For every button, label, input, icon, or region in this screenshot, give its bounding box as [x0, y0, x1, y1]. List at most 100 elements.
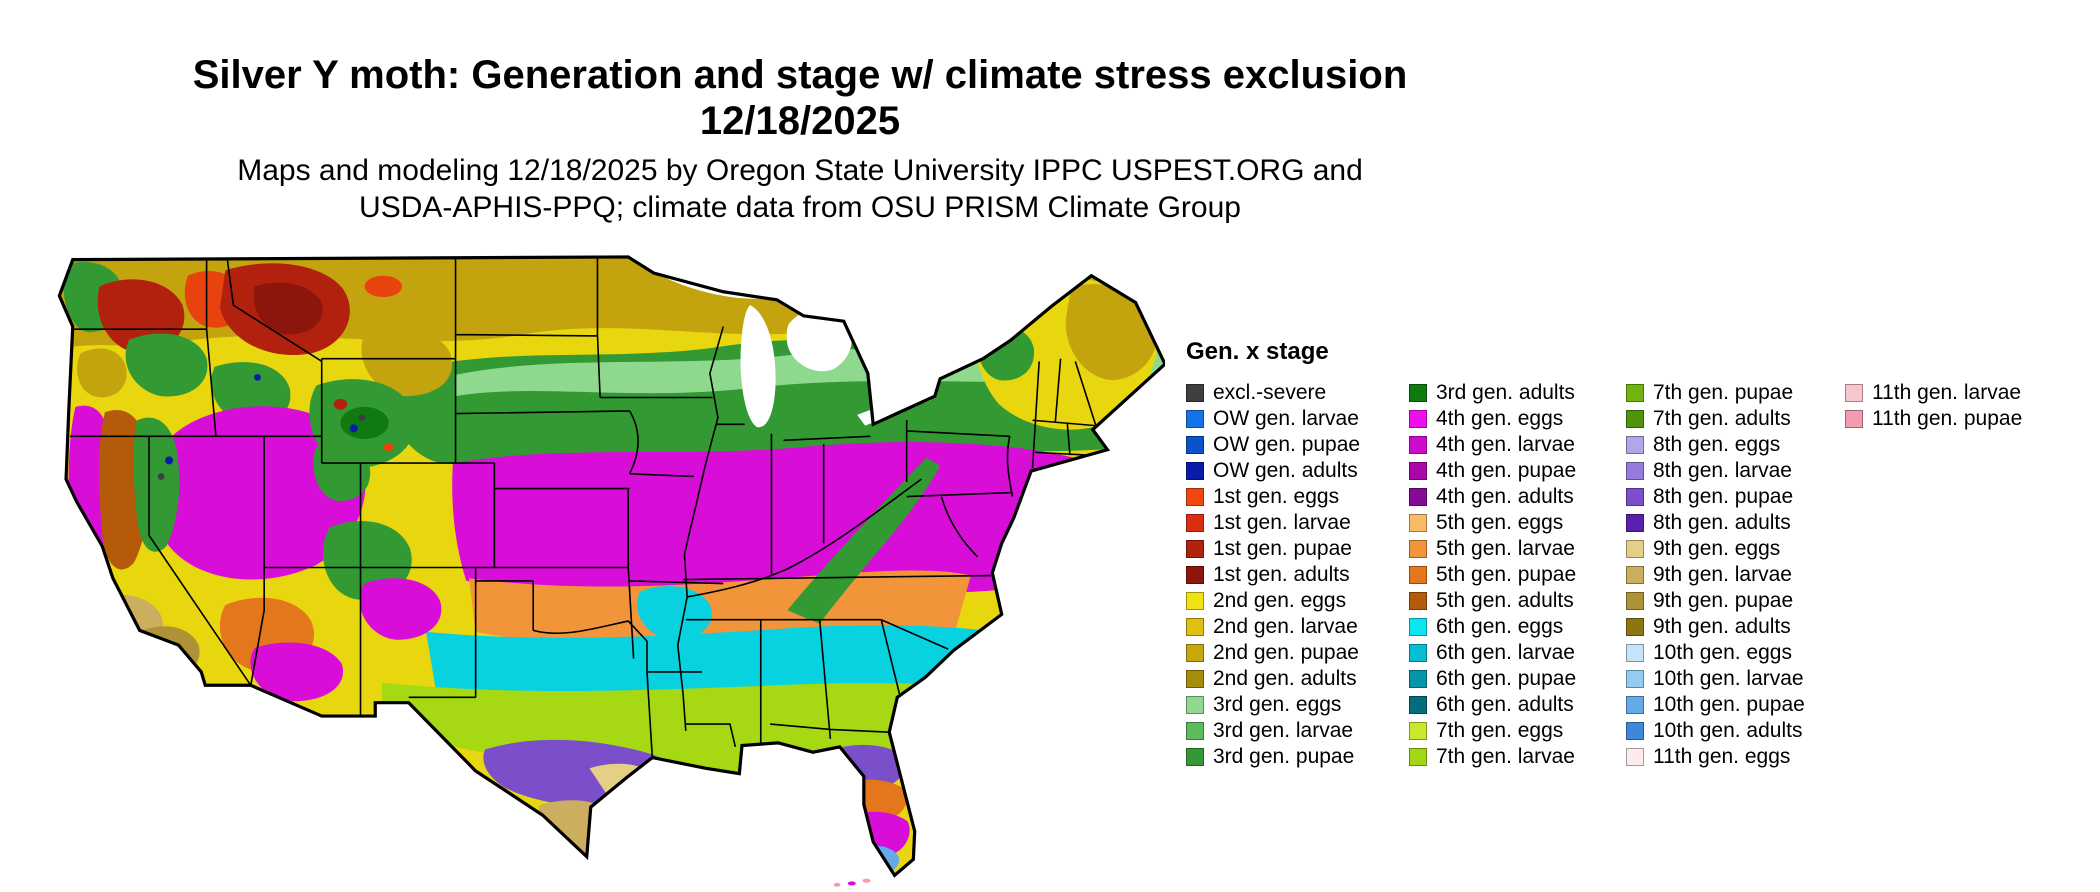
- legend-item: 1st gen. pupae: [1186, 536, 1409, 562]
- legend-item-label: 8th gen. larvae: [1653, 459, 1792, 482]
- region-wyoming-gold: [361, 329, 453, 397]
- region-channel-island-dot2: [108, 645, 117, 651]
- legend-swatch: [1186, 670, 1204, 688]
- legend-item-label: 1st gen. eggs: [1213, 485, 1340, 508]
- legend-swatch: [1626, 592, 1644, 610]
- legend-item-label: 2nd gen. eggs: [1213, 589, 1347, 612]
- legend-item-label: 6th gen. eggs: [1436, 615, 1564, 638]
- legend-swatch: [1409, 566, 1427, 584]
- legend-item: 1st gen. larvae: [1186, 510, 1409, 536]
- us-map-svg: [57, 255, 1165, 887]
- legend-item: 4th gen. larvae: [1409, 432, 1626, 458]
- legend-item-label: 5th gen. eggs: [1436, 511, 1564, 534]
- legend-item: 8th gen. pupae: [1626, 484, 1845, 510]
- legend-item: 3rd gen. adults: [1409, 380, 1626, 406]
- legend-swatch: [1626, 410, 1644, 428]
- legend-swatch: [1626, 514, 1644, 532]
- legend-swatch: [1409, 722, 1427, 740]
- legend-item: 1st gen. eggs: [1186, 484, 1409, 510]
- legend-column: 11th gen. larvae 11th gen. pupae: [1845, 380, 2022, 770]
- legend-item-label: 3rd gen. eggs: [1213, 693, 1342, 716]
- legend-columns: excl.-severe OW gen. larvae OW gen. pupae O…: [1186, 380, 2022, 770]
- region-oregon-green: [125, 333, 208, 397]
- legend-swatch: [1409, 696, 1427, 714]
- florida-keys-dot: [862, 878, 871, 883]
- legend-swatch: [1186, 436, 1204, 454]
- legend-item: 9th gen. adults: [1626, 614, 1845, 640]
- region-excl-gray-speck: [358, 414, 366, 421]
- legend-swatch: [1626, 540, 1644, 558]
- legend-swatch: [1186, 722, 1204, 740]
- lake-michigan: [740, 305, 776, 428]
- legend-item: OW gen. larvae: [1186, 406, 1409, 432]
- legend-item: 10th gen. larvae: [1626, 666, 1845, 692]
- legend-item-label: 6th gen. adults: [1436, 693, 1574, 716]
- legend-swatch: [1626, 488, 1644, 506]
- legend-item: 6th gen. adults: [1409, 692, 1626, 718]
- legend-swatch: [1186, 462, 1204, 480]
- legend-swatch: [1186, 592, 1204, 610]
- legend-item: 8th gen. larvae: [1626, 458, 1845, 484]
- region-rockies-navy-speck: [349, 424, 358, 433]
- legend-item-label: OW gen. pupae: [1213, 433, 1361, 456]
- legend-item-label: 2nd gen. adults: [1213, 667, 1357, 690]
- region-colorado-dark-green: [340, 406, 389, 439]
- legend-item: 2nd gen. eggs: [1186, 588, 1409, 614]
- region-excl-gray-speck2: [157, 473, 165, 480]
- legend-item: 10th gen. pupae: [1626, 692, 1845, 718]
- map-title-date: 12/18/2025: [699, 99, 901, 143]
- legend-swatch: [1186, 514, 1204, 532]
- legend-item: 2nd gen. adults: [1186, 666, 1409, 692]
- legend-item: excl.-severe: [1186, 380, 1409, 406]
- legend-item: 2nd gen. pupae: [1186, 640, 1409, 666]
- legend-swatch: [1845, 410, 1863, 428]
- legend-swatch: [1409, 462, 1427, 480]
- map-attribution: Maps and modeling 12/18/2025 by Oregon S…: [0, 152, 1600, 226]
- legend-item-label: 9th gen. eggs: [1653, 537, 1781, 560]
- legend-item: 8th gen. adults: [1626, 510, 1845, 536]
- legend-item-label: 7th gen. eggs: [1436, 719, 1564, 742]
- legend-item: 3rd gen. pupae: [1186, 744, 1409, 770]
- legend-swatch: [1409, 618, 1427, 636]
- legend-item-label: 1st gen. pupae: [1213, 537, 1352, 560]
- legend-item-label: 11th gen. pupae: [1872, 407, 2023, 430]
- legend-item: 5th gen. larvae: [1409, 536, 1626, 562]
- legend-item-label: 5th gen. larvae: [1436, 537, 1575, 560]
- legend-swatch: [1186, 618, 1204, 636]
- legend-item: 9th gen. eggs: [1626, 536, 1845, 562]
- region-appalachian-green-ridge: [787, 457, 941, 624]
- region-arizona-magenta: [250, 642, 344, 702]
- map-attribution-line2: USDA-APHIS-PPQ; climate data from OSU PR…: [359, 191, 1241, 224]
- legend-swatch: [1186, 488, 1204, 506]
- legend-item: 9th gen. larvae: [1626, 562, 1845, 588]
- region-maine-gold: [1065, 284, 1158, 381]
- map-title-line1: Silver Y moth: Generation and stage w/ c…: [192, 53, 1408, 97]
- legend-item-label: 11th gen. larvae: [1872, 381, 2022, 404]
- legend-title: Gen. x stage: [1186, 338, 1329, 365]
- legend-item: 6th gen. pupae: [1409, 666, 1626, 692]
- legend-item: 2nd gen. larvae: [1186, 614, 1409, 640]
- legend-item-label: 9th gen. larvae: [1653, 563, 1792, 586]
- legend-column: 7th gen. pupae 7th gen. adults 8th gen. eg…: [1626, 380, 1845, 770]
- legend-item-label: 4th gen. pupae: [1436, 459, 1577, 482]
- legend-swatch: [1409, 644, 1427, 662]
- legend-swatch: [1409, 436, 1427, 454]
- legend-item-label: 2nd gen. larvae: [1213, 615, 1358, 638]
- legend-swatch: [1186, 748, 1204, 766]
- legend-swatch: [1186, 644, 1204, 662]
- legend-swatch: [1626, 384, 1644, 402]
- legend-swatch: [1845, 384, 1863, 402]
- legend-swatch: [1409, 670, 1427, 688]
- us-generation-stage-map: [54, 246, 1165, 889]
- region-sixth-gen-cyan-band: [426, 625, 1032, 702]
- legend-column: excl.-severe OW gen. larvae OW gen. pupae O…: [1186, 380, 1409, 770]
- legend-item-label: 8th gen. pupae: [1653, 485, 1794, 508]
- lake-huron: [786, 309, 852, 372]
- legend: Gen. x stage excl.-severe OW gen. larvae O…: [1186, 338, 2022, 770]
- region-rockies-red-speck2: [383, 443, 394, 452]
- legend-item: 6th gen. larvae: [1409, 640, 1626, 666]
- legend-item-label: 3rd gen. larvae: [1213, 719, 1354, 742]
- legend-item-label: 9th gen. pupae: [1653, 589, 1794, 612]
- legend-swatch: [1626, 748, 1644, 766]
- legend-item: 11th gen. pupae: [1845, 406, 2022, 432]
